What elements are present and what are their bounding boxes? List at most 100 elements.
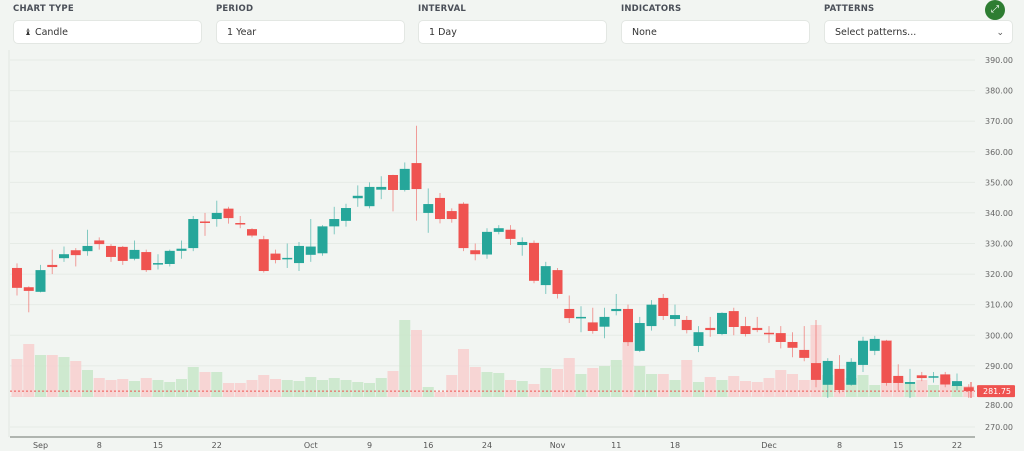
candle-body [928,376,939,378]
candle-body [435,197,445,220]
expand-button[interactable]: ⤢ [985,0,1005,20]
chevron-down-icon: ⌄ [996,28,1004,38]
candle-body [376,186,387,190]
control-select[interactable]: 1 Year [216,20,405,44]
volume-bar [140,378,152,397]
volume-bar [798,380,810,397]
volume-bar [669,380,681,397]
patterns-select[interactable]: Select patterns... ⌄ [824,20,1013,44]
volume-bar [82,370,93,397]
x-tick-label: 8 [97,441,102,450]
candle-body [505,229,516,239]
volume-bar [234,383,246,397]
candle-body [811,363,821,380]
volume-bar [681,360,693,397]
last-price-badge [977,385,1015,398]
volume-bar [364,383,375,397]
candle-body [23,287,34,291]
volume-bar [787,374,798,397]
candle-body [846,361,857,385]
candle-body [940,374,951,385]
volume-bar [105,380,117,397]
candle-body [646,304,657,327]
candle-body [247,229,257,236]
volume-bar [411,330,422,397]
control-label: PATTERNS [824,4,875,14]
candle-body [411,163,422,190]
candle-body [799,349,810,358]
candle-body [764,332,774,335]
volume-bar [223,383,234,397]
candle-body [117,246,128,261]
volume-bar [552,369,563,397]
candle-body [446,211,457,220]
volume-bar [176,379,187,397]
candle-body [822,360,833,385]
volume-bar [528,384,540,397]
volume-bar [775,370,787,397]
volume-bar [117,379,129,397]
candle-body [552,270,563,294]
candle-body [129,249,140,259]
candle-body [564,308,575,319]
volume-bar [199,372,211,397]
x-tick-label: Nov [550,441,566,450]
volume-bar [11,359,23,397]
candle-body [576,316,586,319]
volume-bar [129,381,140,397]
candle-body [893,375,904,383]
candle-body [270,253,281,261]
volume-bar [187,367,199,397]
candle-body [540,266,551,286]
volume-bar [305,377,317,397]
volume-bar [270,379,281,397]
control-label: CHART TYPE [13,4,74,14]
candle-body [211,212,222,220]
control-value: Candle [34,27,68,38]
volume-bar [281,380,293,397]
volume-bar [352,382,364,397]
y-tick-label: 300.00 [985,331,1013,340]
control-select[interactable]: ♝ Candle [13,20,202,44]
y-tick-label: 360.00 [985,148,1013,157]
volume-bar [693,382,704,397]
volume-bar [610,360,622,397]
candle-body [106,245,116,257]
volume-bar [375,378,387,397]
y-tick-label: 290.00 [985,362,1013,371]
control-select[interactable]: 1 Day [418,20,607,44]
control-label: INTERVAL [418,4,467,14]
volume-bar [928,385,939,397]
candle-body [235,223,246,225]
candle-body [200,221,210,223]
volume-bar [563,358,575,397]
candle-body [317,226,328,254]
control-select[interactable]: None [621,20,810,44]
candle-body [388,174,398,190]
candle-body [70,250,81,256]
y-tick-label: 390.00 [985,56,1013,65]
volume-bar [469,367,481,397]
candle-body [952,381,962,387]
candle-body [916,375,927,379]
x-tick-label: 22 [212,441,222,450]
x-tick-label: 22 [952,441,962,450]
y-tick-label: 310.00 [985,301,1013,310]
volume-bar [481,372,493,397]
volume-bar [634,366,646,397]
volume-bar [152,380,164,397]
x-tick-label: 15 [153,441,163,450]
candle-body [282,257,293,260]
x-tick-label: Dec [761,441,776,450]
y-tick-label: 370.00 [985,117,1013,126]
candle-body [881,340,892,383]
candle-body [12,267,22,288]
volume-bar [328,378,340,397]
volume-bar [46,355,58,397]
last-price-label: 281.75 [983,387,1011,396]
candle-body [47,264,58,268]
volume-bar [763,378,775,397]
candle-body [611,308,622,312]
volume-bar [740,381,751,397]
